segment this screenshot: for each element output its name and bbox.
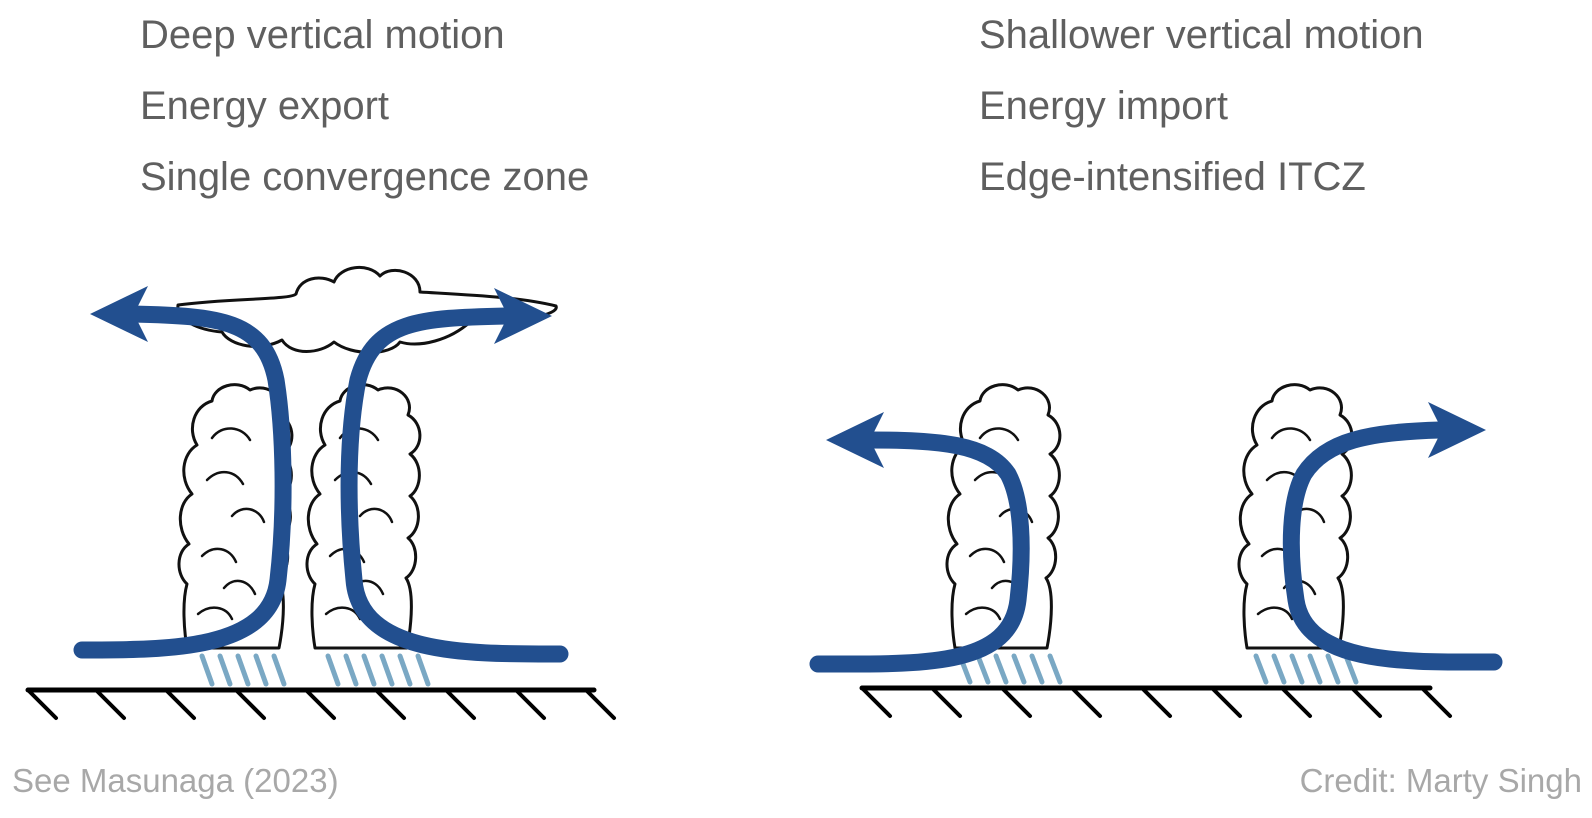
credit-note: Credit: Marty Singh <box>1300 762 1582 800</box>
right-flow <box>818 402 1494 664</box>
right-ground <box>862 688 1450 716</box>
right-ground-hatching <box>862 688 1450 716</box>
left-ground <box>28 690 614 718</box>
left-ground-hatching <box>28 690 614 718</box>
right-rain <box>960 656 1356 682</box>
reference-note: See Masunaga (2023) <box>12 762 339 800</box>
right-cloud-column-west <box>947 385 1060 648</box>
left-rain <box>202 656 428 684</box>
